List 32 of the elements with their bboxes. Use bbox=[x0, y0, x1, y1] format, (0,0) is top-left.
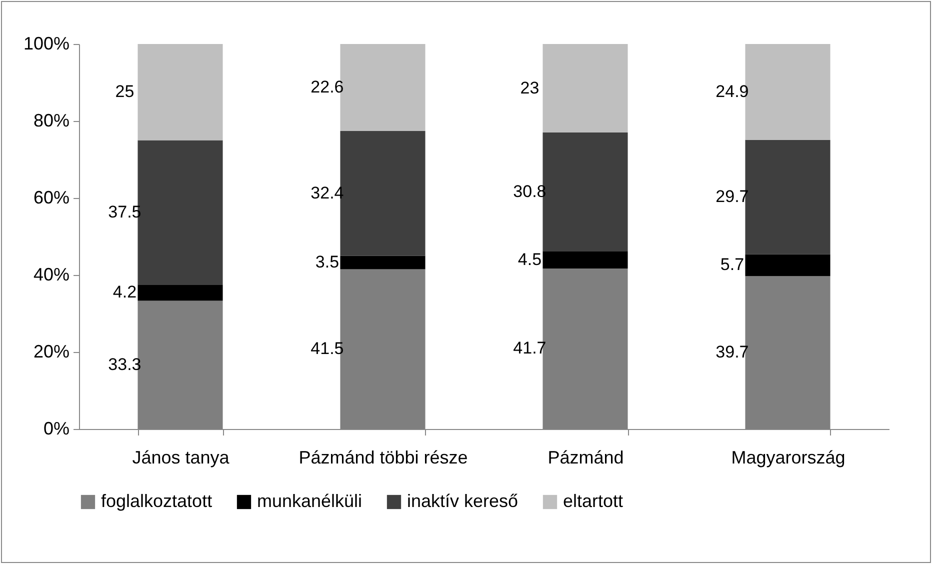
y-tick-label: 100% bbox=[23, 34, 70, 54]
y-tick-label: 60% bbox=[33, 188, 70, 208]
bar bbox=[138, 44, 223, 140]
data-label: 24.9 bbox=[716, 82, 749, 101]
x-tick-label: Pázmánd többi része bbox=[298, 448, 468, 468]
legend-label: inaktív kereső bbox=[407, 491, 518, 511]
data-label: 22.6 bbox=[310, 78, 344, 97]
x-tick-label: János tanya bbox=[132, 448, 230, 468]
data-label: 41.5 bbox=[310, 339, 344, 358]
data-label: 41.7 bbox=[513, 338, 546, 358]
legend-label: eltartott bbox=[563, 491, 624, 511]
x-tick-label: Pázmánd bbox=[548, 448, 624, 468]
data-label: 4.5 bbox=[518, 250, 542, 269]
data-label: 3.5 bbox=[315, 252, 340, 272]
bar bbox=[138, 284, 223, 301]
data-label: 25 bbox=[115, 82, 134, 102]
legend-label: munkanélküli bbox=[257, 491, 362, 511]
y-tick-label: 20% bbox=[33, 342, 70, 362]
legend-label: foglalkoztatott bbox=[101, 491, 212, 511]
y-tick-label: 0% bbox=[43, 418, 70, 438]
data-label: 4.2 bbox=[112, 282, 137, 302]
data-label: 33.3 bbox=[108, 354, 142, 374]
bar bbox=[542, 251, 628, 268]
data-label: 39.7 bbox=[716, 342, 749, 362]
bar bbox=[745, 254, 830, 276]
bar bbox=[340, 256, 426, 270]
bar bbox=[542, 44, 628, 133]
x-tick-label: Magyarország bbox=[731, 448, 846, 468]
data-label: 5.7 bbox=[720, 255, 744, 274]
y-tick-label: 40% bbox=[33, 264, 70, 284]
y-tick-label: 80% bbox=[33, 110, 70, 130]
data-label: 23 bbox=[520, 78, 540, 98]
